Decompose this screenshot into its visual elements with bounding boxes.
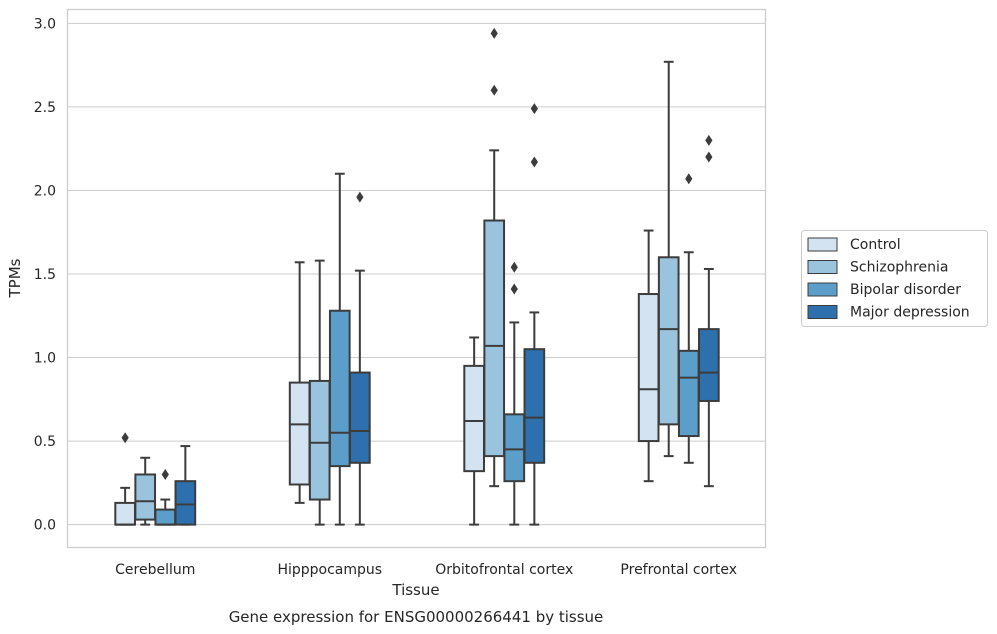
y-tick-label: 0.0: [34, 518, 56, 534]
box-group: [154, 468, 177, 526]
legend-swatch: [807, 237, 838, 252]
series-major-depression: [174, 103, 720, 526]
box: [288, 381, 311, 486]
x-axis-ticks: Cerebellum Hipppocampus Orbitofrontal cort…: [115, 562, 737, 578]
box: [308, 379, 331, 501]
box-group: [349, 191, 371, 526]
box-group: [114, 432, 136, 526]
y-tick-label: 1.0: [34, 351, 56, 367]
legend-label: Major depression: [850, 305, 970, 321]
y-axis-ticks: 0.0 0.5 1.0 1.5 2.0 2.5 3.0: [34, 16, 56, 533]
box-group: [308, 259, 331, 526]
box-group: [288, 261, 311, 504]
box-group: [174, 445, 197, 526]
box: [349, 371, 371, 464]
gridlines: [68, 22, 766, 526]
box: [174, 480, 197, 526]
box: [503, 413, 526, 483]
legend-label: Control: [850, 237, 901, 253]
y-axis-label: TPMs: [6, 258, 24, 298]
outlier-point: [510, 261, 518, 273]
box: [483, 219, 506, 458]
x-tick-label: Hipppocampus: [277, 562, 382, 578]
series-schizophrenia: [134, 27, 680, 526]
box-group: [483, 27, 506, 488]
y-tick-label: 2.0: [34, 183, 56, 199]
box: [523, 348, 546, 464]
y-tick-label: 0.5: [34, 434, 56, 450]
box-group: [698, 134, 720, 488]
outlier-point: [685, 173, 693, 185]
box: [114, 501, 136, 526]
x-axis-label: Tissue: [391, 581, 439, 599]
box-group: [523, 103, 546, 526]
box: [328, 309, 351, 468]
box: [463, 364, 485, 473]
plot-frame: [66, 8, 767, 549]
series-control: [114, 229, 660, 526]
outlier-point: [530, 103, 538, 115]
box-series: [114, 27, 720, 526]
outlier-point: [161, 468, 169, 480]
y-tick-label: 2.5: [34, 100, 56, 116]
outlier-point: [490, 84, 498, 96]
box: [134, 473, 157, 521]
box: [154, 508, 177, 526]
outlier-point: [121, 432, 129, 444]
box-group: [657, 60, 680, 458]
outlier-point: [490, 27, 498, 39]
legend-swatch: [807, 282, 838, 297]
outlier-point: [705, 134, 713, 146]
x-tick-label: Cerebellum: [115, 562, 195, 578]
box: [637, 293, 660, 443]
chart-caption: Gene expression for ENSG00000266441 by t…: [229, 608, 604, 626]
legend-label: Schizophrenia: [850, 260, 948, 276]
x-tick-label: Prefrontal cortex: [620, 562, 737, 578]
box: [657, 256, 680, 426]
legend-swatch: [807, 260, 838, 274]
box-group: [503, 261, 526, 526]
y-tick-label: 1.5: [34, 267, 56, 283]
box: [677, 349, 700, 438]
box-group: [637, 229, 660, 483]
y-tick-label: 3.0: [34, 16, 56, 32]
x-tick-label: Orbitofrontal cortex: [435, 562, 573, 578]
box-group: [463, 336, 485, 526]
box-group: [328, 172, 351, 526]
outlier-point: [530, 156, 538, 168]
series-bipolar-disorder: [154, 172, 700, 526]
box: [698, 328, 720, 402]
box-group: [677, 173, 700, 464]
box-group: [134, 456, 157, 526]
legend-frame: [801, 230, 988, 327]
outlier-point: [510, 283, 518, 295]
outlier-point: [356, 191, 364, 203]
legend: Control Schizophrenia Bipolar disorder Majo…: [801, 230, 988, 327]
legend-swatch: [807, 305, 838, 319]
outlier-point: [705, 151, 713, 163]
legend-label: Bipolar disorder: [850, 282, 961, 298]
